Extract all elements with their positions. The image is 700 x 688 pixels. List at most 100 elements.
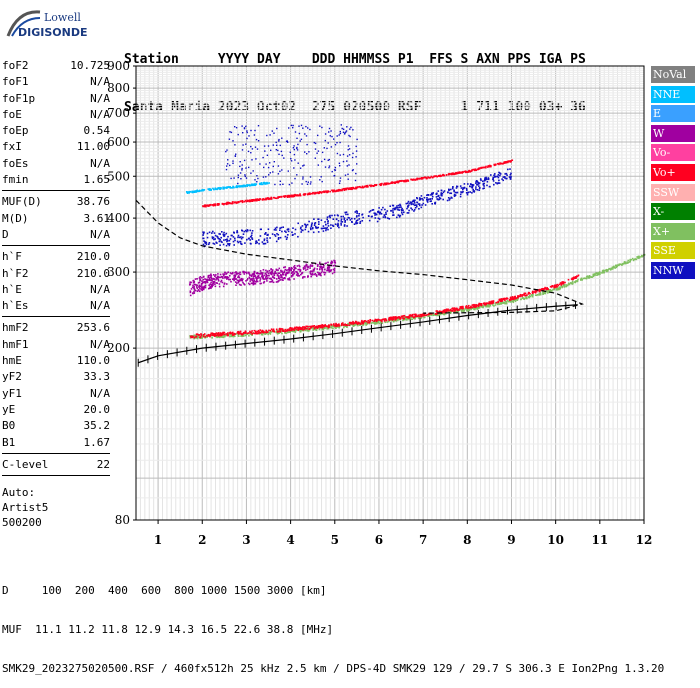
data-point bbox=[246, 131, 248, 134]
data-point bbox=[595, 272, 597, 274]
data-point bbox=[299, 327, 302, 330]
data-point bbox=[364, 185, 366, 188]
data-point bbox=[546, 287, 548, 289]
data-point bbox=[240, 200, 242, 202]
data-point bbox=[242, 334, 244, 336]
data-point bbox=[236, 279, 239, 282]
data-point bbox=[355, 187, 357, 189]
param-value: 1.67 bbox=[83, 435, 111, 449]
data-point bbox=[476, 304, 478, 306]
data-point bbox=[438, 174, 440, 177]
param-value: N/A bbox=[90, 91, 110, 105]
param-key: yF2 bbox=[2, 370, 22, 384]
data-point bbox=[391, 181, 394, 184]
data-point bbox=[430, 192, 433, 195]
data-point bbox=[327, 265, 330, 267]
data-point bbox=[197, 190, 199, 192]
data-point bbox=[534, 292, 537, 294]
data-point bbox=[374, 214, 376, 216]
data-point bbox=[338, 323, 340, 326]
data-point bbox=[471, 185, 474, 188]
data-point bbox=[233, 244, 235, 246]
data-point bbox=[482, 180, 484, 183]
data-point bbox=[281, 169, 283, 171]
param-key: B1 bbox=[2, 435, 16, 449]
data-point bbox=[434, 314, 436, 316]
data-point bbox=[212, 284, 214, 287]
data-point bbox=[567, 278, 570, 281]
data-point bbox=[367, 186, 369, 188]
data-point bbox=[258, 272, 261, 275]
data-point bbox=[401, 179, 403, 182]
data-point bbox=[560, 284, 563, 286]
data-point bbox=[351, 217, 353, 220]
data-point bbox=[432, 192, 434, 194]
data-point bbox=[496, 302, 499, 305]
data-point bbox=[463, 183, 466, 185]
data-point bbox=[311, 222, 313, 224]
data-point bbox=[222, 186, 224, 189]
data-point bbox=[189, 290, 192, 292]
data-point bbox=[388, 319, 391, 322]
data-point bbox=[299, 140, 301, 142]
data-point bbox=[498, 163, 500, 166]
data-point bbox=[202, 234, 204, 236]
data-point bbox=[468, 309, 471, 312]
data-point bbox=[243, 283, 246, 286]
data-point bbox=[319, 265, 321, 268]
data-point bbox=[312, 325, 314, 328]
data-point bbox=[317, 326, 319, 328]
data-point bbox=[362, 321, 364, 323]
param-key: B0 bbox=[2, 419, 16, 433]
data-point bbox=[398, 180, 401, 182]
data-point bbox=[329, 190, 331, 193]
data-point bbox=[319, 326, 322, 329]
data-point bbox=[321, 270, 324, 272]
data-point bbox=[272, 171, 274, 173]
data-point bbox=[472, 304, 475, 306]
data-point bbox=[282, 183, 284, 185]
data-point bbox=[263, 332, 266, 335]
data-point bbox=[485, 178, 488, 181]
data-point bbox=[459, 195, 462, 198]
param-value: 35.2 bbox=[83, 419, 111, 433]
data-point bbox=[233, 277, 235, 279]
data-point bbox=[317, 192, 320, 195]
data-point bbox=[310, 275, 312, 278]
data-point bbox=[327, 266, 329, 269]
data-point bbox=[473, 190, 476, 192]
data-point bbox=[265, 332, 267, 335]
param-key: yF1 bbox=[2, 386, 22, 400]
data-point bbox=[449, 192, 451, 194]
legend-item-noval: NoVal bbox=[651, 66, 695, 83]
data-point bbox=[245, 125, 247, 128]
data-point bbox=[264, 183, 267, 185]
data-point bbox=[261, 199, 264, 201]
data-point bbox=[228, 334, 230, 336]
data-point bbox=[279, 144, 281, 147]
data-point bbox=[529, 293, 531, 295]
data-point bbox=[208, 277, 211, 279]
data-point bbox=[520, 298, 522, 301]
data-point bbox=[355, 321, 358, 323]
data-point bbox=[532, 290, 534, 293]
data-point bbox=[497, 300, 499, 303]
data-point bbox=[371, 215, 373, 218]
data-point bbox=[438, 313, 441, 315]
data-point bbox=[253, 332, 256, 335]
data-point bbox=[346, 155, 349, 157]
data-point bbox=[208, 334, 211, 336]
data-point bbox=[193, 337, 195, 340]
data-point bbox=[497, 176, 500, 179]
data-point bbox=[275, 229, 277, 231]
x-tick-label: 11 bbox=[591, 533, 608, 547]
data-point bbox=[221, 231, 223, 233]
data-point bbox=[309, 183, 312, 185]
data-point bbox=[226, 163, 229, 165]
data-point bbox=[561, 283, 564, 285]
data-point bbox=[201, 288, 203, 290]
data-point bbox=[265, 329, 267, 332]
data-point bbox=[335, 325, 337, 328]
data-point bbox=[452, 307, 454, 309]
data-point bbox=[249, 274, 251, 276]
